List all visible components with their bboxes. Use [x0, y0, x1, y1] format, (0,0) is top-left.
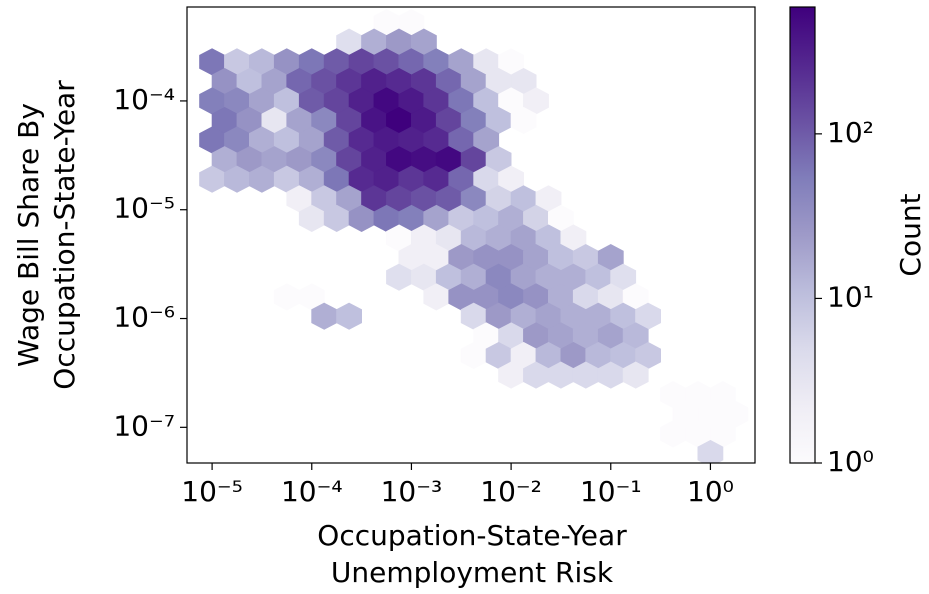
colorbar [789, 6, 816, 464]
x-tick-label: 10⁻⁴ [281, 475, 343, 508]
x-tick-label: 10⁻² [480, 475, 542, 508]
colorbar-label: Count [894, 193, 927, 276]
y-axis-label: Wage Bill Share By [12, 103, 45, 367]
hex-bin [336, 302, 363, 330]
x-axis-label: Unemployment Risk [331, 556, 614, 589]
y-tick-label: 10⁻⁶ [113, 301, 175, 334]
y-tick-label: 10⁻⁵ [113, 192, 175, 225]
y-tick-label: 10⁻⁴ [113, 83, 175, 116]
hex-bin [510, 106, 537, 135]
hex-bin [697, 439, 724, 463]
hex-bin [622, 361, 649, 389]
colorbar-tick-label: 10⁰ [827, 445, 874, 478]
x-axis-label: Occupation-State-Year [317, 519, 627, 552]
hex-layer [199, 9, 749, 463]
x-tick-label: 10⁻³ [381, 475, 443, 508]
hex-bin [273, 283, 300, 311]
y-tick-label: 10⁻⁷ [113, 409, 175, 442]
colorbar-tick-label: 10¹ [827, 280, 874, 313]
colorbar-tick-label: 10² [827, 116, 874, 149]
x-tick-label: 10⁰ [687, 475, 734, 508]
x-tick-label: 10⁻⁵ [181, 475, 243, 508]
y-axis-label: Occupation-State-Year [48, 80, 81, 390]
plot-frame [186, 6, 756, 464]
x-tick-label: 10⁻¹ [580, 475, 642, 508]
